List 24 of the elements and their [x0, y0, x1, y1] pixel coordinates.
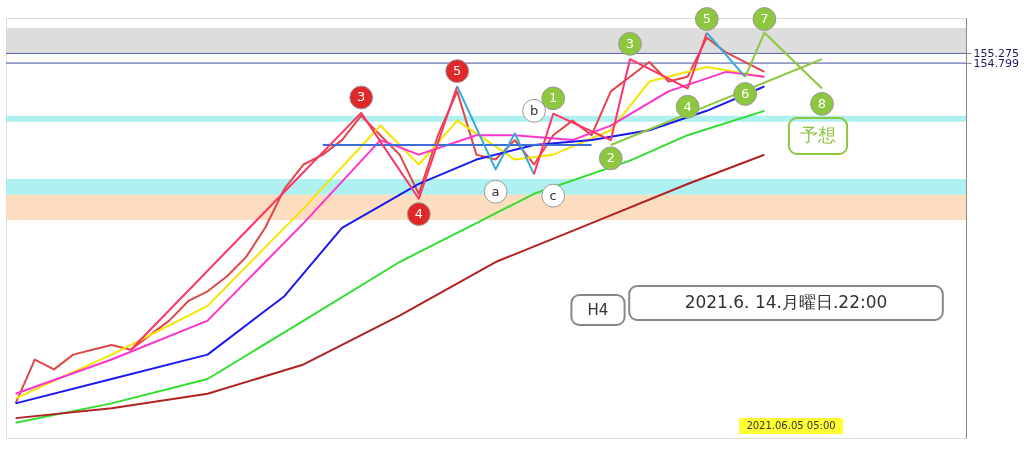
- point: [445, 59, 470, 83]
- annotation: 2021.06.05 05:00: [746, 420, 836, 431]
- series-label: 5: [453, 63, 462, 79]
- series-label: 7: [760, 11, 769, 27]
- point: [541, 183, 566, 208]
- annotation: 予想: [800, 124, 836, 145]
- annotation: H4: [587, 301, 609, 319]
- series-label: a: [491, 183, 500, 199]
- series-label: c: [549, 187, 557, 203]
- series-label: 8: [817, 95, 827, 111]
- point: [541, 86, 566, 111]
- annotation: 2021.6. 14.月曜日.22:00: [684, 292, 888, 312]
- series-label: 6: [741, 86, 750, 102]
- line-series: [129, 85, 459, 351]
- series-label: 1: [549, 90, 558, 106]
- series-label: 3: [357, 89, 366, 105]
- series-label: 3: [625, 35, 635, 51]
- series-label: 4: [414, 206, 423, 222]
- series-label: 5: [702, 11, 711, 27]
- series-label: 4: [683, 98, 692, 114]
- point: [694, 7, 719, 31]
- series-label: 2: [606, 150, 615, 166]
- series-label: b: [529, 102, 539, 118]
- point: [483, 179, 508, 204]
